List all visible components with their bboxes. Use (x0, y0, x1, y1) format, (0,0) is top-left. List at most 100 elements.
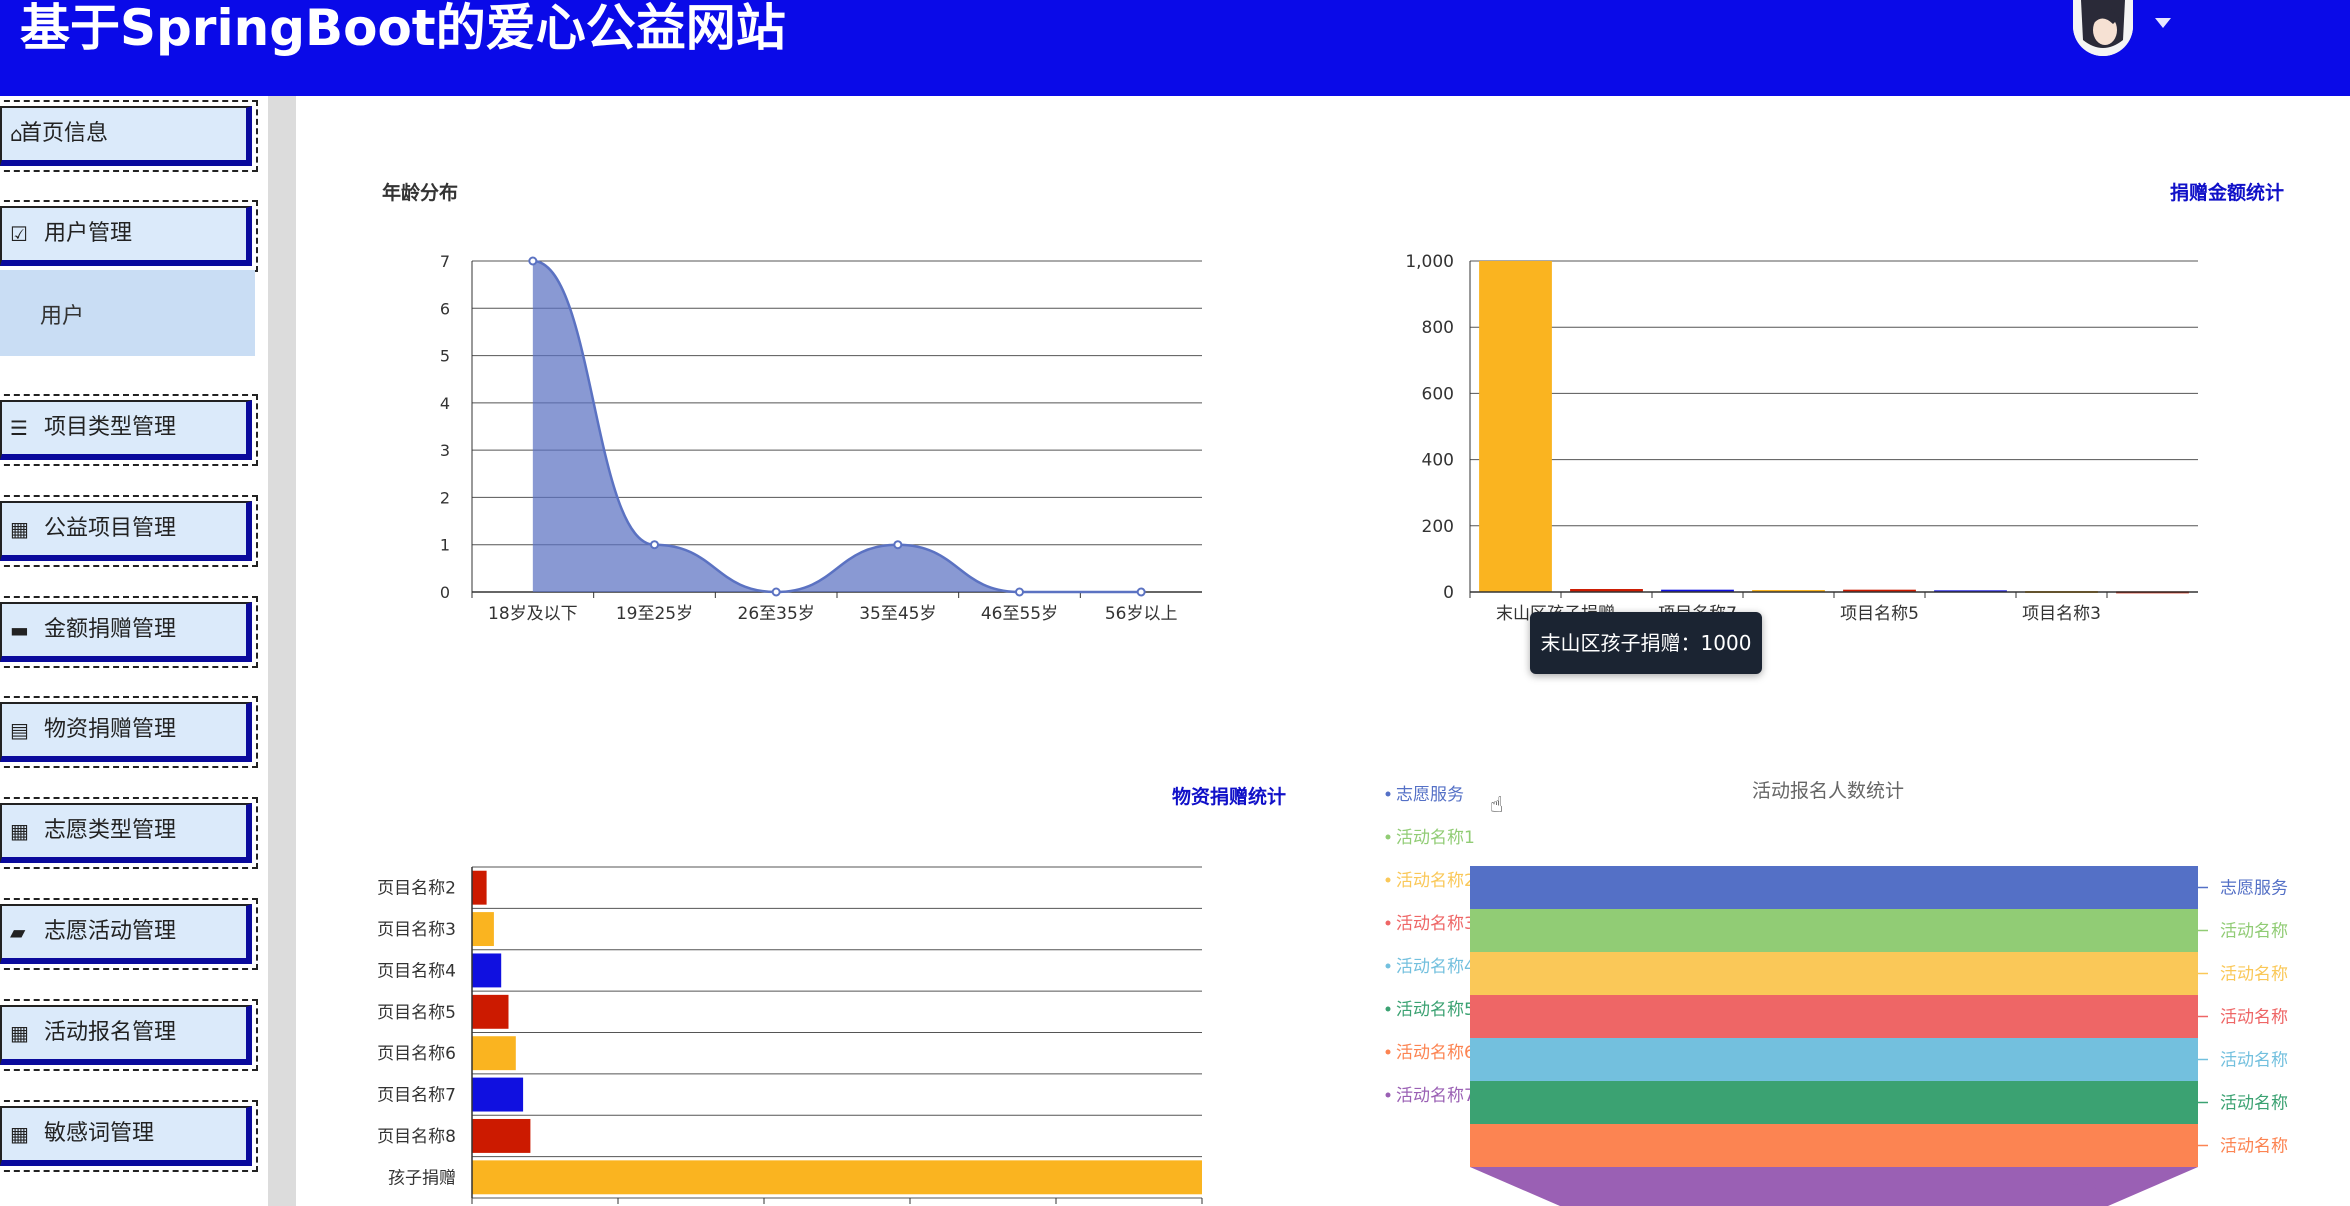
menu-item-home[interactable]: ⌂ 首页信息 (0, 100, 258, 172)
bar (472, 870, 487, 905)
hand-cursor-icon: ☝ (1490, 793, 1504, 818)
funnel-label: 活动名称 (2220, 1094, 2288, 1114)
y-tick-label: 0 (440, 583, 450, 602)
sidebar-scroll-gutter (268, 96, 296, 1206)
legend-marker (1385, 791, 1391, 797)
menu-item-goods-donation[interactable]: ▤ 物资捐赠管理 (0, 696, 258, 768)
menu-item-charity-project[interactable]: ▦ 公益项目管理 (0, 495, 258, 567)
data-point (893, 540, 903, 550)
y-tick-label: 1 (440, 536, 450, 555)
y-tick-label: 200 (1422, 517, 1454, 537)
grid-icon: ▦ (10, 517, 29, 541)
ticket-icon: ▰ (10, 920, 26, 944)
x-tick-label: 项目名称3 (2022, 604, 2101, 624)
donation-amount-chart-title: 捐赠金额统计 (2170, 182, 2285, 204)
user-avatar[interactable] (2073, 0, 2133, 56)
site-title: 基于SpringBoot的爱心公益网站 (20, 0, 786, 57)
y-tick-label: 0 (1443, 583, 1454, 603)
funnel-segment (1470, 866, 2198, 909)
data-point (650, 540, 659, 550)
bar (472, 953, 502, 988)
bar (1843, 589, 1916, 592)
y-tick-label: 3 (440, 441, 450, 460)
menu-item-volunteer-type[interactable]: ▦ 志愿类型管理 (0, 797, 258, 869)
bar (1752, 590, 1825, 593)
funnel-label: 志愿服务 (2220, 879, 2288, 899)
menu-item-project-type[interactable]: ☰ 项目类型管理 (0, 394, 258, 466)
goods-donation-chart-title: 物资捐赠统计 (1172, 786, 1287, 808)
age-area (532, 261, 1142, 592)
menu-item-sensitive-words[interactable]: ▦ 敏感词管理 (0, 1100, 258, 1172)
legend-item: 活动名称2 (1396, 871, 1475, 891)
x-tick-label: 项目名称5 (1840, 604, 1919, 624)
x-tick-label: 56岁以上 (1105, 604, 1178, 624)
data-point (1136, 587, 1146, 597)
bar (1570, 589, 1643, 592)
y-tick-label: 1,000 (1405, 252, 1454, 272)
funnel-segment (1470, 1038, 2198, 1081)
funnel-segment (1470, 952, 2198, 995)
legend-item: 活动名称1 (1396, 828, 1475, 848)
signup-chart-title: 活动报名人数统计 (1752, 780, 1905, 802)
y-tick-label: 5 (440, 347, 450, 366)
x-tick-label: 35至45岁 (859, 604, 936, 624)
grid-icon: ▦ (10, 1021, 29, 1045)
activity-signup-chart[interactable]: 志愿服务活动名称1活动名称2活动名称3活动名称4活动名称5活动名称6活动名称7志… (1385, 785, 2289, 1206)
legend-item: 活动名称5 (1396, 1000, 1475, 1020)
sliders-icon: ☰ (10, 416, 28, 440)
y-tick-label: 400 (1422, 451, 1454, 471)
legend-item: 活动名称7 (1396, 1086, 1475, 1106)
funnel-segment (1470, 909, 2198, 952)
bar (472, 1036, 516, 1071)
data-point (771, 587, 781, 597)
menu-item-user-management[interactable]: ☑ 用户管理 (0, 200, 258, 272)
age-distribution-chart[interactable]: 0 1 2 3 4 5 6 7 18岁及以下 19至25岁 26至35岁 35至45岁 46至55岁 56… (440, 252, 1202, 624)
bar (472, 1160, 1202, 1195)
y-tick-label: 页目名称3 (377, 920, 456, 940)
menu-item-activity-signup[interactable]: ▦ 活动报名管理 (0, 999, 258, 1071)
y-tick-label: 2 (440, 488, 450, 507)
x-tick-label: 46至55岁 (981, 604, 1058, 624)
funnel-segment (1470, 1167, 2198, 1206)
legend-item: 活动名称3 (1396, 914, 1475, 934)
funnel-segment (1470, 1081, 2198, 1124)
goods-donation-chart[interactable]: 页目名称2 页目名称3 页目名称4 页目名称5 页目名称6 页目名称7 页目名称8 孩子捐赠 (377, 866, 1203, 1204)
home-icon: ⌂ (10, 122, 23, 146)
legend-marker (1385, 1006, 1391, 1012)
menu-item-money-donation[interactable]: ▬ 金额捐赠管理 (0, 596, 258, 668)
app-header: 基于SpringBoot的爱心公益网站 (0, 0, 2350, 96)
legend-item: 志愿服务 (1396, 785, 1464, 805)
legend-marker (1385, 1049, 1391, 1055)
y-tick-label: 页目名称7 (377, 1086, 456, 1106)
grid-icon: ▦ (10, 819, 29, 843)
y-tick-label: 800 (1422, 318, 1454, 338)
briefcase-icon: ▬ (10, 618, 29, 642)
legend-item: 活动名称6 (1396, 1043, 1475, 1063)
menu-item-volunteer-activity[interactable]: ▰ 志愿活动管理 (0, 898, 258, 970)
legend-marker (1385, 834, 1391, 840)
y-tick-label: 6 (440, 299, 450, 318)
funnel-label: 活动名称 (2220, 965, 2288, 985)
legend-marker (1385, 963, 1391, 969)
sidebar: ⌂ 首页信息 ☑ 用户管理 用户 ☰ 项目类型管理 ▦ 公益项目管理 ▬ 金额捐赠管理 ▤… (0, 96, 269, 1206)
y-tick-label: 600 (1422, 384, 1454, 404)
legend-marker (1385, 920, 1391, 926)
grid-icon: ▦ (10, 1122, 29, 1146)
funnel-label: 活动名称 (2220, 1008, 2288, 1028)
funnel-segment (1470, 995, 2198, 1038)
bar (1479, 261, 1552, 592)
y-tick-label: 页目名称6 (377, 1044, 456, 1064)
bar (472, 994, 509, 1029)
funnel-label: 活动名称 (2220, 1137, 2288, 1157)
submenu-item-user[interactable]: 用户 (0, 270, 255, 356)
clipboard-check-icon: ☑ (10, 222, 28, 246)
bar (472, 912, 494, 947)
age-chart-title: 年龄分布 (382, 182, 459, 204)
chevron-down-icon[interactable] (2155, 18, 2171, 28)
y-tick-label: 孩子捐赠 (388, 1168, 456, 1188)
funnel-label: 活动名称 (2220, 1051, 2288, 1071)
bar (472, 1077, 524, 1112)
x-tick-label: 19至25岁 (616, 604, 693, 624)
